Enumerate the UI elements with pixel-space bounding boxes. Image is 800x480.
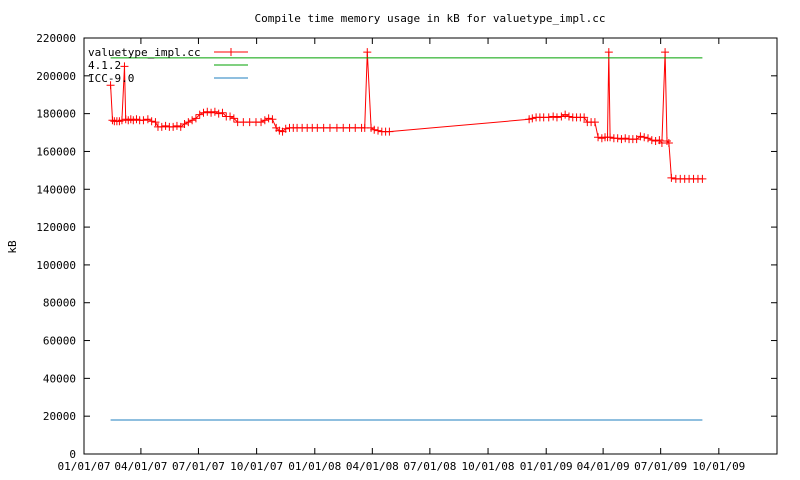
x-tick-label: 07/01/08 <box>403 460 456 473</box>
legend-label-1: 4.1.2 <box>88 59 121 72</box>
data-point <box>143 115 152 124</box>
data-point <box>561 110 570 119</box>
data-point <box>184 118 193 127</box>
data-point <box>594 133 603 142</box>
data-point <box>229 114 238 123</box>
data-point <box>657 138 666 147</box>
data-point <box>370 125 379 134</box>
x-axis: 01/01/07 04/01/07 07/01/07 10/01/07 01/01/08… <box>58 38 745 473</box>
data-point <box>214 109 223 118</box>
data-point <box>169 122 178 131</box>
data-point <box>191 114 200 123</box>
data-point <box>210 107 219 116</box>
data-point <box>172 121 181 130</box>
data-point <box>147 117 156 126</box>
y-tick-label: 60000 <box>43 335 76 348</box>
data-point <box>264 114 273 123</box>
y-tick-label: 200000 <box>36 70 76 83</box>
data-point <box>207 108 216 117</box>
x-tick-label: 04/01/08 <box>346 460 399 473</box>
y-tick-label: 160000 <box>36 145 76 158</box>
data-point <box>621 134 630 143</box>
data-point <box>120 62 129 71</box>
data-point <box>651 137 660 146</box>
data-point <box>281 124 290 133</box>
data-point <box>613 134 622 143</box>
y-axis: 0 20000 40000 60000 80000 100000 120000 140000 1… <box>36 32 777 461</box>
data-point <box>640 133 649 142</box>
x-tick-label: 07/01/09 <box>634 460 687 473</box>
legend-label-2: ICC-9.0 <box>88 72 134 85</box>
x-tick-label: 10/01/09 <box>692 460 745 473</box>
y-tick-label: 100000 <box>36 259 76 272</box>
data-point <box>139 116 148 125</box>
data-point <box>106 81 115 90</box>
data-point <box>218 108 227 117</box>
data-point <box>180 120 189 129</box>
data-point <box>664 138 673 147</box>
x-tick-label: 01/01/08 <box>288 460 341 473</box>
y-tick-label: 0 <box>69 448 76 461</box>
y-tick-label: 20000 <box>43 410 76 423</box>
y-tick-label: 80000 <box>43 297 76 310</box>
x-tick-label: 01/01/09 <box>520 460 573 473</box>
data-point <box>647 136 656 145</box>
chart-title: Compile time memory usage in kB for valu… <box>255 12 606 25</box>
data-point <box>108 116 117 125</box>
data-point <box>698 174 707 183</box>
data-point <box>268 115 277 124</box>
x-tick-label: 07/01/07 <box>172 460 225 473</box>
x-tick-label: 10/01/08 <box>462 460 515 473</box>
data-point <box>552 113 561 122</box>
data-point <box>636 132 645 141</box>
legend-marker-0 <box>227 48 235 56</box>
data-point <box>363 48 372 57</box>
data-point <box>195 110 204 119</box>
data-point <box>557 112 566 121</box>
data-point <box>374 126 383 135</box>
data-point <box>564 112 573 121</box>
data-point <box>590 118 599 127</box>
data-point <box>617 135 626 144</box>
data-point <box>199 108 208 117</box>
y-tick-label: 120000 <box>36 221 76 234</box>
data-point <box>528 114 537 123</box>
data-point <box>662 137 671 146</box>
x-tick-label: 01/01/07 <box>58 460 111 473</box>
data-point <box>188 116 197 125</box>
x-tick-label: 04/01/09 <box>577 460 630 473</box>
data-point <box>604 48 613 57</box>
x-tick-label: 04/01/07 <box>114 460 167 473</box>
data-point <box>161 121 170 130</box>
data-point <box>157 122 166 131</box>
y-tick-label: 180000 <box>36 108 76 121</box>
x-tick-label: 10/01/07 <box>230 460 283 473</box>
data-point <box>606 133 615 142</box>
data-point <box>667 173 676 182</box>
data-point <box>549 112 558 121</box>
legend-label-0: valuetype_impl.cc <box>88 46 201 59</box>
data-point <box>151 118 160 127</box>
data-point <box>226 112 235 121</box>
data-point <box>544 113 553 122</box>
data-point <box>385 127 394 136</box>
data-point <box>644 134 653 143</box>
data-point <box>260 116 269 125</box>
plot-frame <box>83 37 778 455</box>
data-point <box>325 123 334 132</box>
y-tick-label: 40000 <box>43 372 76 385</box>
y-axis-label: kB <box>6 240 19 254</box>
y-tick-label: 220000 <box>36 32 76 45</box>
data-point <box>203 107 212 116</box>
y-tick-label: 140000 <box>36 183 76 196</box>
data-point <box>661 48 670 57</box>
data-point <box>580 113 589 122</box>
data-point <box>257 118 266 127</box>
series-layer <box>106 48 707 421</box>
